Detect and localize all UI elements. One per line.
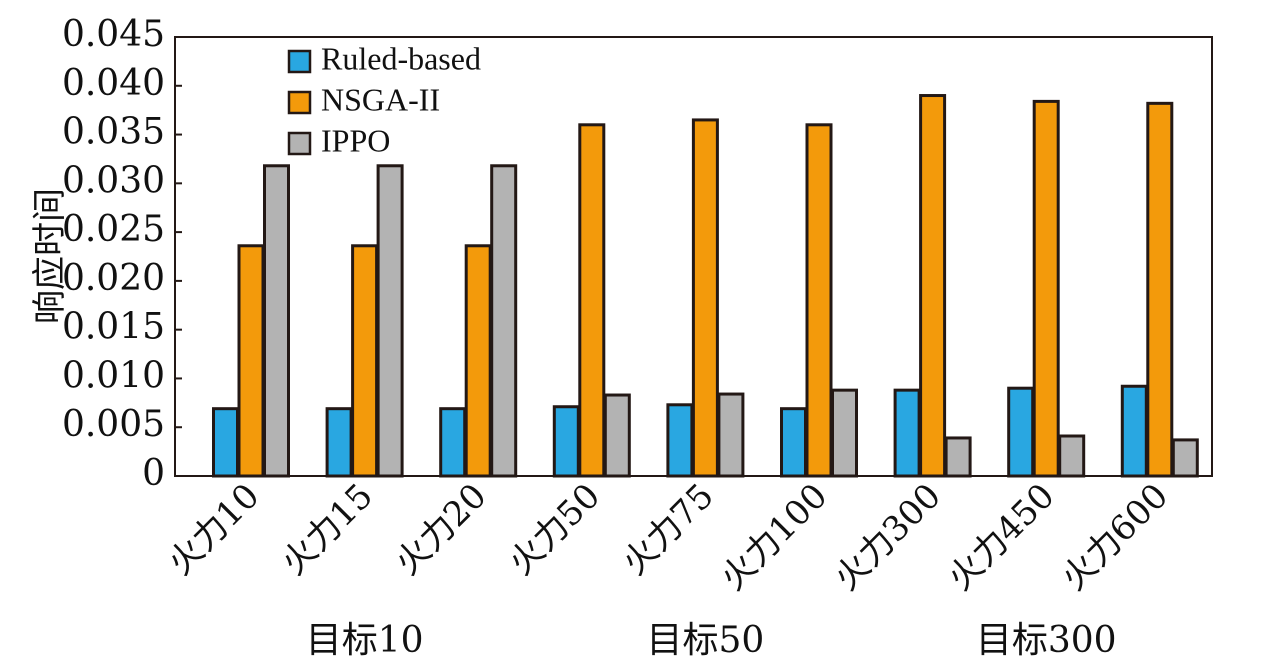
legend-swatch: [287, 90, 312, 115]
y-tick-label: 0.025: [62, 209, 165, 250]
bar-ruled-based-5: [780, 407, 807, 478]
x-tick-label: 火力50: [501, 476, 608, 583]
bar-ippo-3: [603, 393, 631, 478]
legend-label: IPPO: [321, 122, 390, 158]
bar-nsga-ii-1: [351, 244, 379, 478]
y-tick-label: 0.020: [62, 258, 165, 299]
bar-ippo-5: [831, 388, 858, 478]
x-tick-label: 火力20: [388, 476, 495, 583]
y-axis-title: 响应时间: [30, 188, 70, 324]
bar-ruled-based-7: [1007, 386, 1035, 478]
bar-ruled-based-3: [552, 405, 580, 478]
plot-frame: [174, 36, 1213, 477]
bar-nsga-ii-2: [464, 244, 492, 478]
bar-ippo-7: [1058, 434, 1086, 478]
group-labels: 目标10 目标50 目标300: [306, 620, 1117, 661]
bar-ruled-based-6: [893, 388, 921, 478]
bar-ruled-based-8: [1120, 384, 1148, 478]
bar-nsga-ii-5: [805, 123, 833, 478]
group-label: 目标300: [976, 620, 1117, 661]
y-tick-label: 0.010: [62, 355, 165, 396]
legend-swatch: [287, 49, 312, 74]
bar-ippo-1: [376, 164, 404, 478]
bar-ruled-based-4: [666, 403, 694, 478]
y-tick-label: 0.005: [62, 404, 165, 445]
bar-ruled-based-0: [212, 407, 239, 478]
x-tick-label: 火力600: [1054, 476, 1176, 598]
y-tick-label: 0.015: [62, 307, 165, 348]
x-tick-label: 火力10: [160, 476, 267, 583]
bar-ippo-6: [944, 436, 972, 478]
bar-nsga-ii-7: [1032, 99, 1060, 478]
bar-ippo-0: [263, 164, 290, 478]
x-tick-label: 火力75: [615, 476, 722, 583]
bar-nsga-ii-3: [578, 123, 606, 478]
legend-label: NSGA-II: [321, 81, 440, 117]
y-tick-label: 0: [142, 453, 165, 494]
bar-ippo-8: [1171, 438, 1199, 478]
y-tick-label: 0.040: [62, 63, 165, 104]
bar-nsga-ii-0: [237, 244, 265, 478]
bar-nsga-ii-6: [919, 94, 947, 478]
bar-nsga-ii-4: [691, 118, 719, 478]
bar-ippo-2: [490, 164, 518, 478]
legend-label: Ruled-based: [321, 40, 481, 76]
legend: Ruled-based NSGA-II IPPO: [287, 40, 481, 158]
y-tick-label: 0.030: [62, 160, 165, 201]
bar-nsga-ii-8: [1146, 101, 1174, 478]
group-label: 目标10: [306, 620, 424, 661]
x-tick-label: 火力450: [940, 476, 1062, 598]
y-axis: 0 0.005 0.010 0.015 0.020 0.025 0.030 0.035 0.04…: [62, 14, 182, 494]
bar-ippo-4: [717, 392, 745, 478]
x-tick-label: 火力100: [713, 476, 835, 598]
x-tick-label: 火力300: [827, 476, 949, 598]
y-tick-label: 0.045: [62, 14, 165, 55]
x-tick-label: 火力15: [274, 476, 381, 583]
legend-swatch: [287, 131, 312, 156]
y-tick-label: 0.035: [62, 112, 165, 153]
group-label: 目标50: [646, 620, 764, 661]
bar-ruled-based-2: [439, 407, 467, 478]
bar-ruled-based-1: [325, 407, 353, 478]
